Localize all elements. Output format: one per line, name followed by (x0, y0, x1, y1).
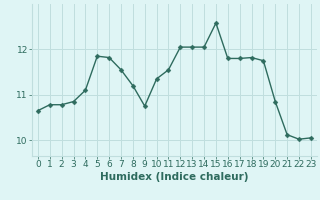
X-axis label: Humidex (Indice chaleur): Humidex (Indice chaleur) (100, 172, 249, 182)
